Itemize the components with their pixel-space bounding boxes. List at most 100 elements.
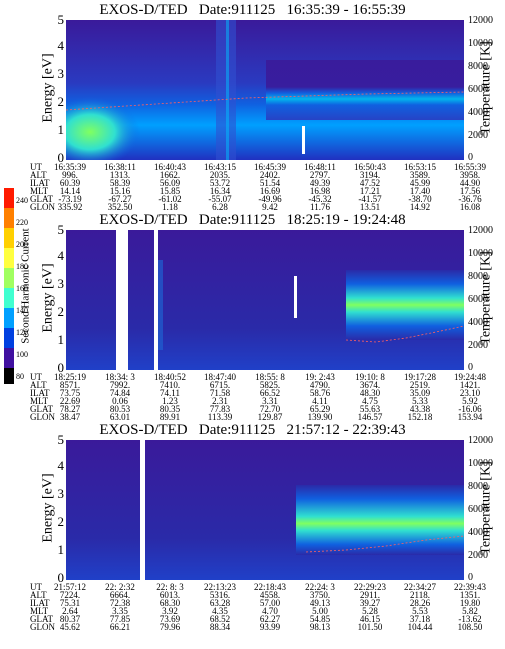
ephem-value: 17.40 xyxy=(409,186,431,196)
ephem-row-glon: GLON 38.47 63.01 89.91 113.39 129.87 139.90 14… xyxy=(30,412,500,422)
panel-2-ytick: 3 xyxy=(57,276,65,291)
panel-3-ytick: 2 xyxy=(57,514,65,529)
ephem-value: 3.92 xyxy=(162,606,178,616)
ephem-value: 19: 2:43 xyxy=(305,372,335,382)
ephem-value: -38.70 xyxy=(408,194,432,204)
ephem-value: 4790. xyxy=(309,380,331,390)
ephem-row-ut: UT 16:35:39 16:38:11 16:40:43 16:43:15 16:45… xyxy=(30,162,500,172)
ephem-value: 19:17:28 xyxy=(403,372,436,382)
ephem-value: 46.15 xyxy=(359,614,381,624)
panel-3-spectrogram xyxy=(66,440,464,580)
ephem-value: 3194. xyxy=(359,170,381,180)
ephem-value: 63.01 xyxy=(109,412,131,422)
panel-3-ttick: 0 xyxy=(468,572,473,583)
ephem-value: 16:35:39 xyxy=(53,162,86,172)
ephem-row-alt: ALT 996. 1313. 1662. 2035. 2402. 2797. 3194. 35… xyxy=(30,170,500,180)
ephem-value: 60.39 xyxy=(59,178,81,188)
panel-2-ytick: 1 xyxy=(57,332,65,347)
ephem-value: 22:34:27 xyxy=(403,582,436,592)
ephem-value: 104.44 xyxy=(407,622,433,632)
ephem-value: 2911. xyxy=(360,590,380,600)
colorbar xyxy=(4,188,14,384)
ephem-value: 18:47:40 xyxy=(203,372,236,382)
ephem-value: 3958. xyxy=(459,170,481,180)
colorbar-tick: 140 xyxy=(16,306,28,315)
ephem-row-glat: GLAT -73.19 -67.27 -61.02 -55.07 -49.96 -45.3… xyxy=(30,194,500,204)
panel-1-ttick: 6000 xyxy=(468,84,488,95)
ephem-value: 7224. xyxy=(59,590,81,600)
panel-3-ephemeris: UT 21:57:12 22: 2:32 22: 8: 3 22:13:23 22:18… xyxy=(30,582,500,632)
ephem-value: 16.08 xyxy=(459,202,481,212)
ephem-row-ut: UT 21:57:12 22: 2:32 22: 8: 3 22:13:23 22:18… xyxy=(30,582,500,592)
ephem-value: 6013. xyxy=(159,590,181,600)
ephem-value: -55.07 xyxy=(208,194,232,204)
ephem-value: -67.27 xyxy=(108,194,132,204)
ephem-value: -41.57 xyxy=(358,194,382,204)
ephem-value: 21:57:12 xyxy=(53,582,86,592)
ephem-value: 18:40:52 xyxy=(153,372,186,382)
ephem-value: 14.14 xyxy=(59,186,81,196)
panel-1-ttick: 2000 xyxy=(468,130,488,141)
ephem-label: MLT xyxy=(30,186,49,196)
ephem-value: 1.18 xyxy=(162,202,178,212)
ephem-value: 108.50 xyxy=(457,622,483,632)
ephem-row-ilat: ILAT 60.39 58.39 56.09 53.72 51.54 49.39 47.52… xyxy=(30,178,500,188)
ephem-value: 79.96 xyxy=(159,622,181,632)
panel-2-ttick: 12000 xyxy=(468,225,493,236)
ephem-row-glon: GLON 335.92 352.50 1.18 6.28 9.42 11.76 13.51 1… xyxy=(30,202,500,212)
panel-1-ytick: 1 xyxy=(57,122,65,137)
ephem-label: ALT xyxy=(30,590,47,600)
panel-1-ttick: 4000 xyxy=(468,107,488,118)
ephem-value: -73.19 xyxy=(58,194,82,204)
panel-1-ttick: 8000 xyxy=(468,61,488,72)
panel-1-ttick: 10000 xyxy=(468,38,493,49)
ephem-value: -61.02 xyxy=(158,194,182,204)
ephem-value: 80.37 xyxy=(59,614,81,624)
ephem-value: 93.99 xyxy=(259,622,281,632)
ephem-value: 39.27 xyxy=(359,598,381,608)
ephem-value: 4.70 xyxy=(262,606,278,616)
ephem-value: 22:39:43 xyxy=(453,582,486,592)
ephem-value: 58.76 xyxy=(309,388,331,398)
ephem-row-mlt: MLT 2.64 3.35 3.92 4.35 4.70 5.00 5.28 5.53 5.82 xyxy=(30,606,500,616)
ephem-value: 78.27 xyxy=(59,404,81,414)
ephem-value: 16:43:15 xyxy=(203,162,236,172)
ephem-label: GLON xyxy=(30,202,55,212)
ephem-value: 4.75 xyxy=(362,396,378,406)
ephem-value: 4.35 xyxy=(212,606,228,616)
panel-3-ttick: 4000 xyxy=(468,527,488,538)
ephem-value: 16.69 xyxy=(259,186,281,196)
panel-3-ytick: 0 xyxy=(57,570,65,585)
ephem-value: 58.39 xyxy=(109,178,131,188)
panel-2-ytick: 4 xyxy=(57,248,65,263)
panel-1-spectrogram xyxy=(66,20,464,160)
ephem-value: 72.38 xyxy=(109,598,131,608)
ephem-row-mlt: MLT 22.69 0.06 1.23 2.31 3.31 4.11 4.75 5.33 5.9… xyxy=(30,396,500,406)
ephem-value: 6664. xyxy=(109,590,131,600)
panel-1-ytick: 3 xyxy=(57,66,65,81)
panel-2-spectrogram xyxy=(66,230,464,370)
ephem-value: 16:48:11 xyxy=(304,162,336,172)
panel-2-ttick: 8000 xyxy=(468,271,488,282)
panel-3-ttick: 2000 xyxy=(468,550,488,561)
ephem-value: 56.09 xyxy=(159,178,181,188)
colorbar-tick: 240 xyxy=(16,196,28,205)
ephem-value: 352.50 xyxy=(107,202,133,212)
ephem-value: 19.80 xyxy=(459,598,481,608)
ephem-value: 18:34: 3 xyxy=(105,372,135,382)
ephem-value: 7410. xyxy=(159,380,181,390)
ephem-value: 101.50 xyxy=(357,622,383,632)
panel-2-ytick: 0 xyxy=(57,360,65,375)
ephem-value: 5.92 xyxy=(462,396,478,406)
ephem-value: 5.33 xyxy=(412,396,428,406)
ephem-value: 68.30 xyxy=(159,598,181,608)
ephem-label: UT xyxy=(30,162,42,172)
colorbar-tick: 160 xyxy=(16,284,28,293)
ephem-value: 48.30 xyxy=(359,388,381,398)
ephem-value: 22: 8: 3 xyxy=(156,582,184,592)
ephem-row-ut: UT 18:25:19 18:34: 3 18:40:52 18:47:40 18:55… xyxy=(30,372,500,382)
panel-2-ytick: 5 xyxy=(57,222,65,237)
ephem-label: ALT xyxy=(30,380,47,390)
panel-2-ttick: 4000 xyxy=(468,317,488,328)
ephem-value: 335.92 xyxy=(57,202,83,212)
